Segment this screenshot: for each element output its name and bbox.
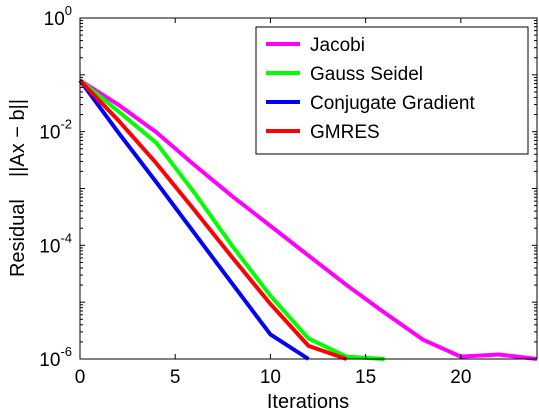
series-line-conjugate-gradient [78, 79, 310, 361]
x-tick-label: 10 [260, 367, 281, 388]
y-tick-label: 10-6 [39, 344, 72, 371]
x-tick-label: 15 [355, 367, 376, 388]
x-tick-label: 20 [450, 367, 471, 388]
x-axis: 0 5 10 15 20 [75, 18, 471, 388]
legend-label: GMRES [310, 122, 380, 143]
legend-label: Gauss Seidel [310, 64, 423, 85]
y-tick-label: 10-4 [39, 230, 72, 257]
plot-frame [79, 17, 538, 360]
y-tick-label: 100 [44, 3, 72, 30]
legend-label: Jacobi [310, 35, 365, 56]
x-axis-label: Iterations [267, 391, 349, 412]
series-line-gmres [78, 78, 348, 361]
y-axis-label: Residual ||Ax − b|| [7, 99, 29, 277]
x-tick-label: 0 [75, 367, 86, 388]
legend-box [255, 26, 529, 155]
x-tick-label: 5 [170, 367, 181, 388]
series-line-gauss-seidel [78, 78, 385, 361]
legend-label: Conjugate Gradient [310, 93, 475, 114]
y-tick-label: 10-2 [39, 117, 72, 144]
legend: Jacobi Gauss Seidel Conjugate Gradient GMRE… [255, 26, 529, 155]
